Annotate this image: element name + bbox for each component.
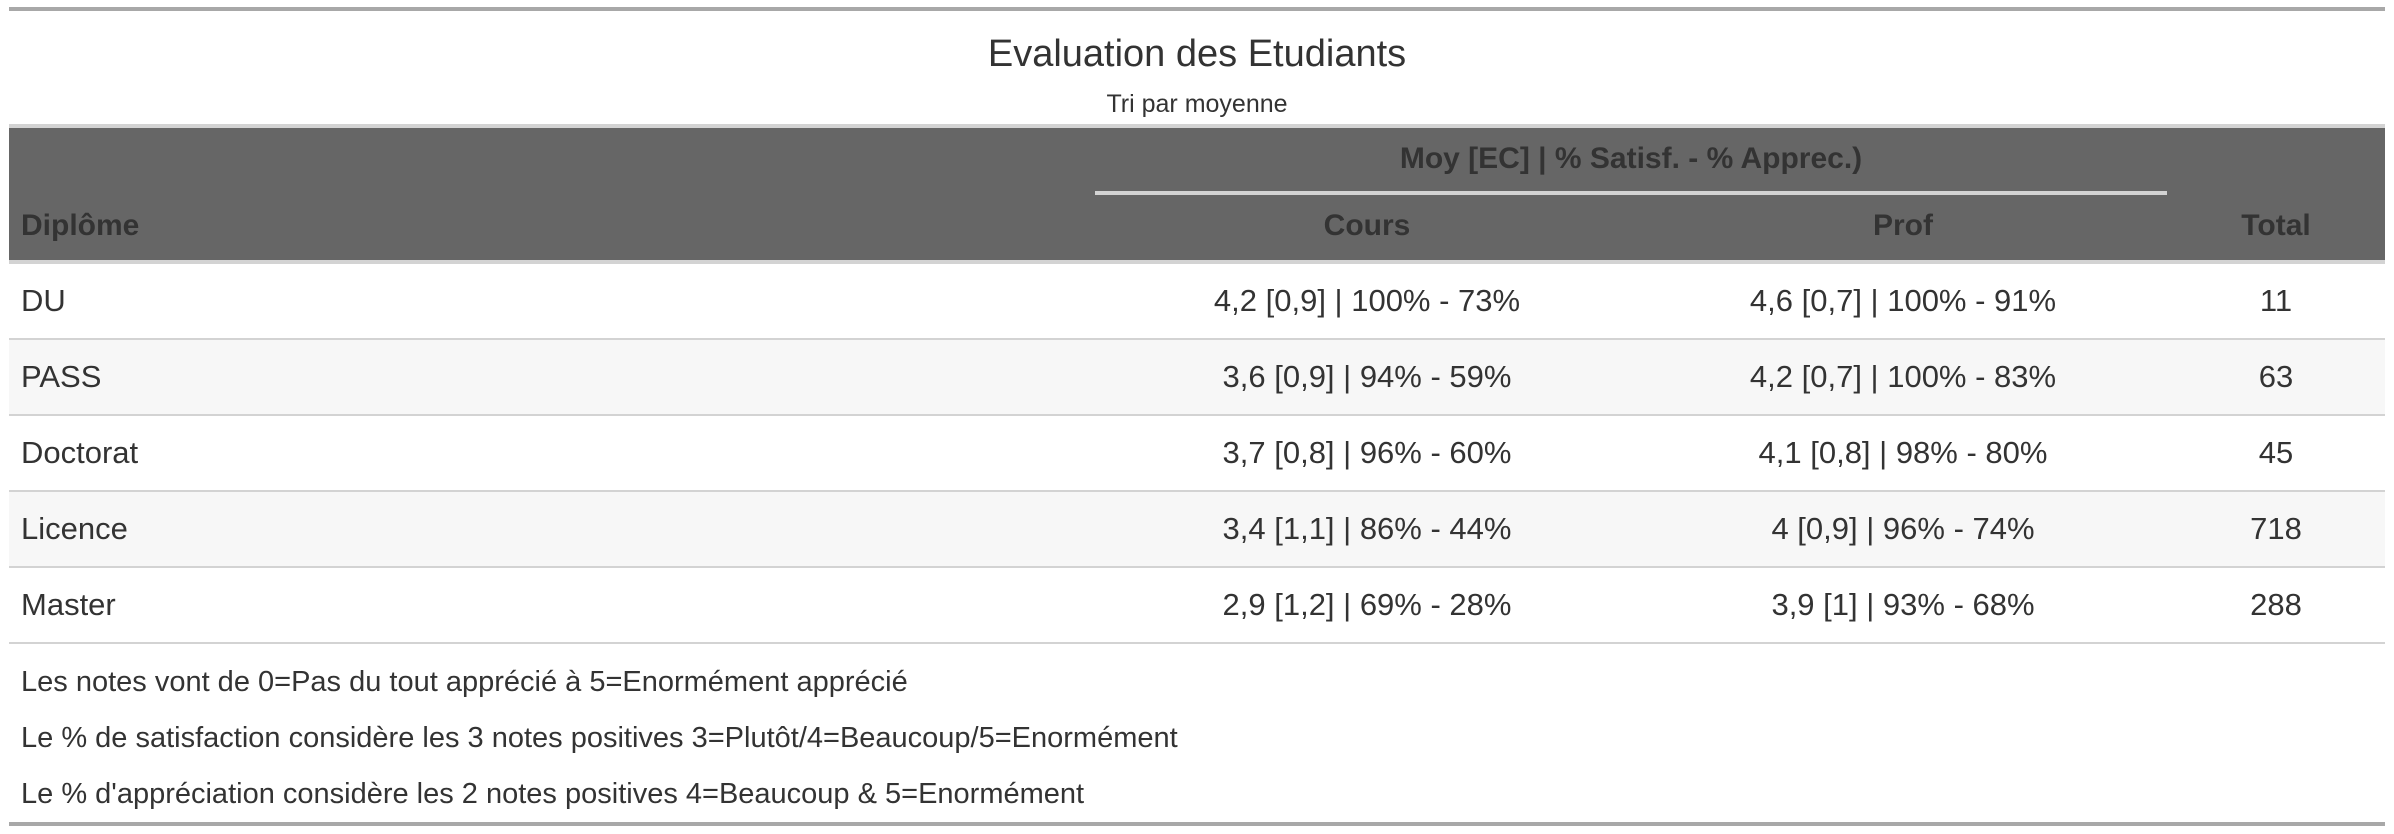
- table-row: PASS 3,6 [0,9] | 94% - 59% 4,2 [0,7] | 1…: [9, 340, 2385, 416]
- table-footnotes: Les notes vont de 0=Pas du tout apprécié…: [9, 644, 2385, 822]
- evaluation-table: Evaluation des Etudiants Tri par moyenne…: [9, 7, 2385, 826]
- cell-diplome: DU: [21, 283, 66, 318]
- cell-cours: 2,9 [1,2] | 69% - 28%: [1222, 587, 1512, 622]
- cell-diplome: Doctorat: [21, 435, 139, 470]
- cell-cours: 3,4 [1,1] | 86% - 44%: [1222, 511, 1512, 546]
- cell-cours: 4,2 [0,9] | 100% - 73%: [1213, 283, 1521, 318]
- cell-total: 45: [2258, 435, 2294, 470]
- cell-prof: 4,1 [0,8] | 98% - 80%: [1758, 435, 2048, 470]
- cell-total: 288: [2250, 587, 2302, 622]
- column-header-total: Total: [2241, 209, 2311, 242]
- column-spanner-label: Moy [EC] | % Satisf. - % Apprec.): [1399, 142, 1863, 175]
- bottom-rule: [9, 822, 2385, 826]
- cell-total: 63: [2258, 359, 2294, 394]
- cell-prof: 4,2 [0,7] | 100% - 83%: [1749, 359, 2057, 394]
- column-header-prof: Prof: [1873, 209, 1933, 242]
- table-row: Licence 3,4 [1,1] | 86% - 44% 4 [0,9] | …: [9, 492, 2385, 568]
- title-divider: [9, 124, 2385, 128]
- table-title: Evaluation des Etudiants: [987, 33, 1407, 75]
- footnote: Les notes vont de 0=Pas du tout apprécié…: [21, 666, 908, 698]
- cell-total: 718: [2250, 511, 2302, 546]
- table-row: Master 2,9 [1,2] | 69% - 28% 3,9 [1] | 9…: [9, 568, 2385, 644]
- cell-prof: 4,6 [0,7] | 100% - 91%: [1749, 283, 2057, 318]
- cell-diplome: Master: [21, 587, 116, 622]
- column-header-diplome: Diplôme: [21, 209, 140, 242]
- cell-cours: 3,7 [0,8] | 96% - 60%: [1222, 435, 1512, 470]
- footnote: Le % d'appréciation considère les 2 note…: [21, 778, 1085, 810]
- cell-prof: 3,9 [1] | 93% - 68%: [1771, 587, 2035, 622]
- cell-diplome: Licence: [21, 511, 128, 546]
- column-spanner-rule: [1095, 191, 2167, 195]
- table-row: DU 4,2 [0,9] | 100% - 73% 4,6 [0,7] | 10…: [9, 264, 2385, 340]
- table-subtitle: Tri par moyenne: [1106, 90, 1288, 118]
- cell-diplome: PASS: [21, 359, 102, 394]
- column-header-cours: Cours: [1323, 209, 1411, 242]
- table-header: Moy [EC] | % Satisf. - % Apprec.) Diplôm…: [9, 128, 2385, 260]
- cell-prof: 4 [0,9] | 96% - 74%: [1771, 511, 2035, 546]
- cell-cours: 3,6 [0,9] | 94% - 59%: [1222, 359, 1512, 394]
- cell-total: 11: [2259, 283, 2293, 318]
- table-row: Doctorat 3,7 [0,8] | 96% - 60% 4,1 [0,8]…: [9, 416, 2385, 492]
- header-divider: [9, 260, 2385, 264]
- footnote: Le % de satisfaction considère les 3 not…: [21, 722, 1178, 754]
- top-rule: [9, 7, 2385, 11]
